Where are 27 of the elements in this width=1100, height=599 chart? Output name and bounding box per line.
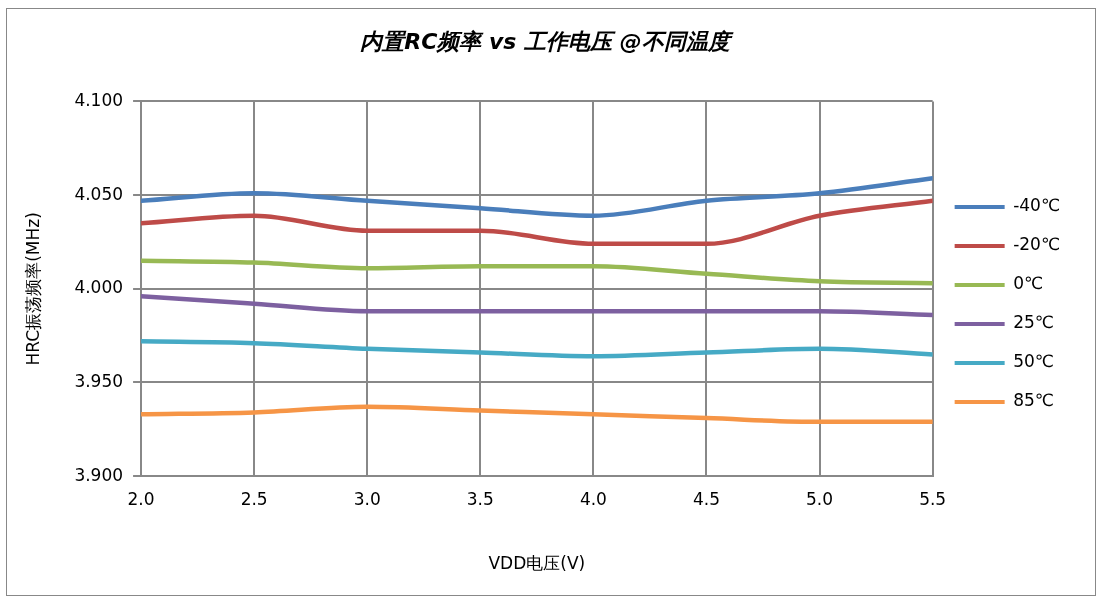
line-series	[141, 258, 933, 286]
x-axis-title: VDD电压(V)	[488, 553, 586, 574]
line-series	[141, 404, 933, 425]
y-tick-label: 4.000	[74, 277, 124, 298]
y-tick-label: 4.100	[74, 89, 124, 110]
x-tick-label: 2.5	[240, 488, 268, 509]
line-series	[141, 198, 933, 247]
line-series	[141, 339, 933, 359]
legend-label: 50℃	[1013, 351, 1054, 372]
legend-label: 85℃	[1013, 390, 1054, 411]
chart-title: 内置RC频率 vs 工作电压 @不同温度	[360, 28, 734, 54]
legend-label: 0℃	[1013, 273, 1044, 294]
x-tick-label: 3.0	[353, 488, 381, 509]
legend-label: -40℃	[1013, 195, 1060, 216]
line-series	[141, 294, 933, 318]
legend-label: 25℃	[1013, 312, 1054, 333]
y-tick-label: 3.900	[74, 464, 124, 485]
x-tick-label: 4.5	[692, 488, 720, 509]
y-tick-label: 3.950	[74, 370, 124, 391]
x-tick-label: 5.5	[919, 488, 947, 509]
y-axis-title: HRC振荡频率(MHz)	[22, 212, 43, 366]
legend-label: -20℃	[1013, 234, 1060, 255]
x-tick-label: 5.0	[806, 488, 834, 509]
x-tick-label: 3.5	[466, 488, 494, 509]
y-tick-label: 4.050	[74, 183, 124, 204]
x-tick-label: 4.0	[579, 488, 607, 509]
x-tick-label: 2.0	[127, 488, 155, 509]
